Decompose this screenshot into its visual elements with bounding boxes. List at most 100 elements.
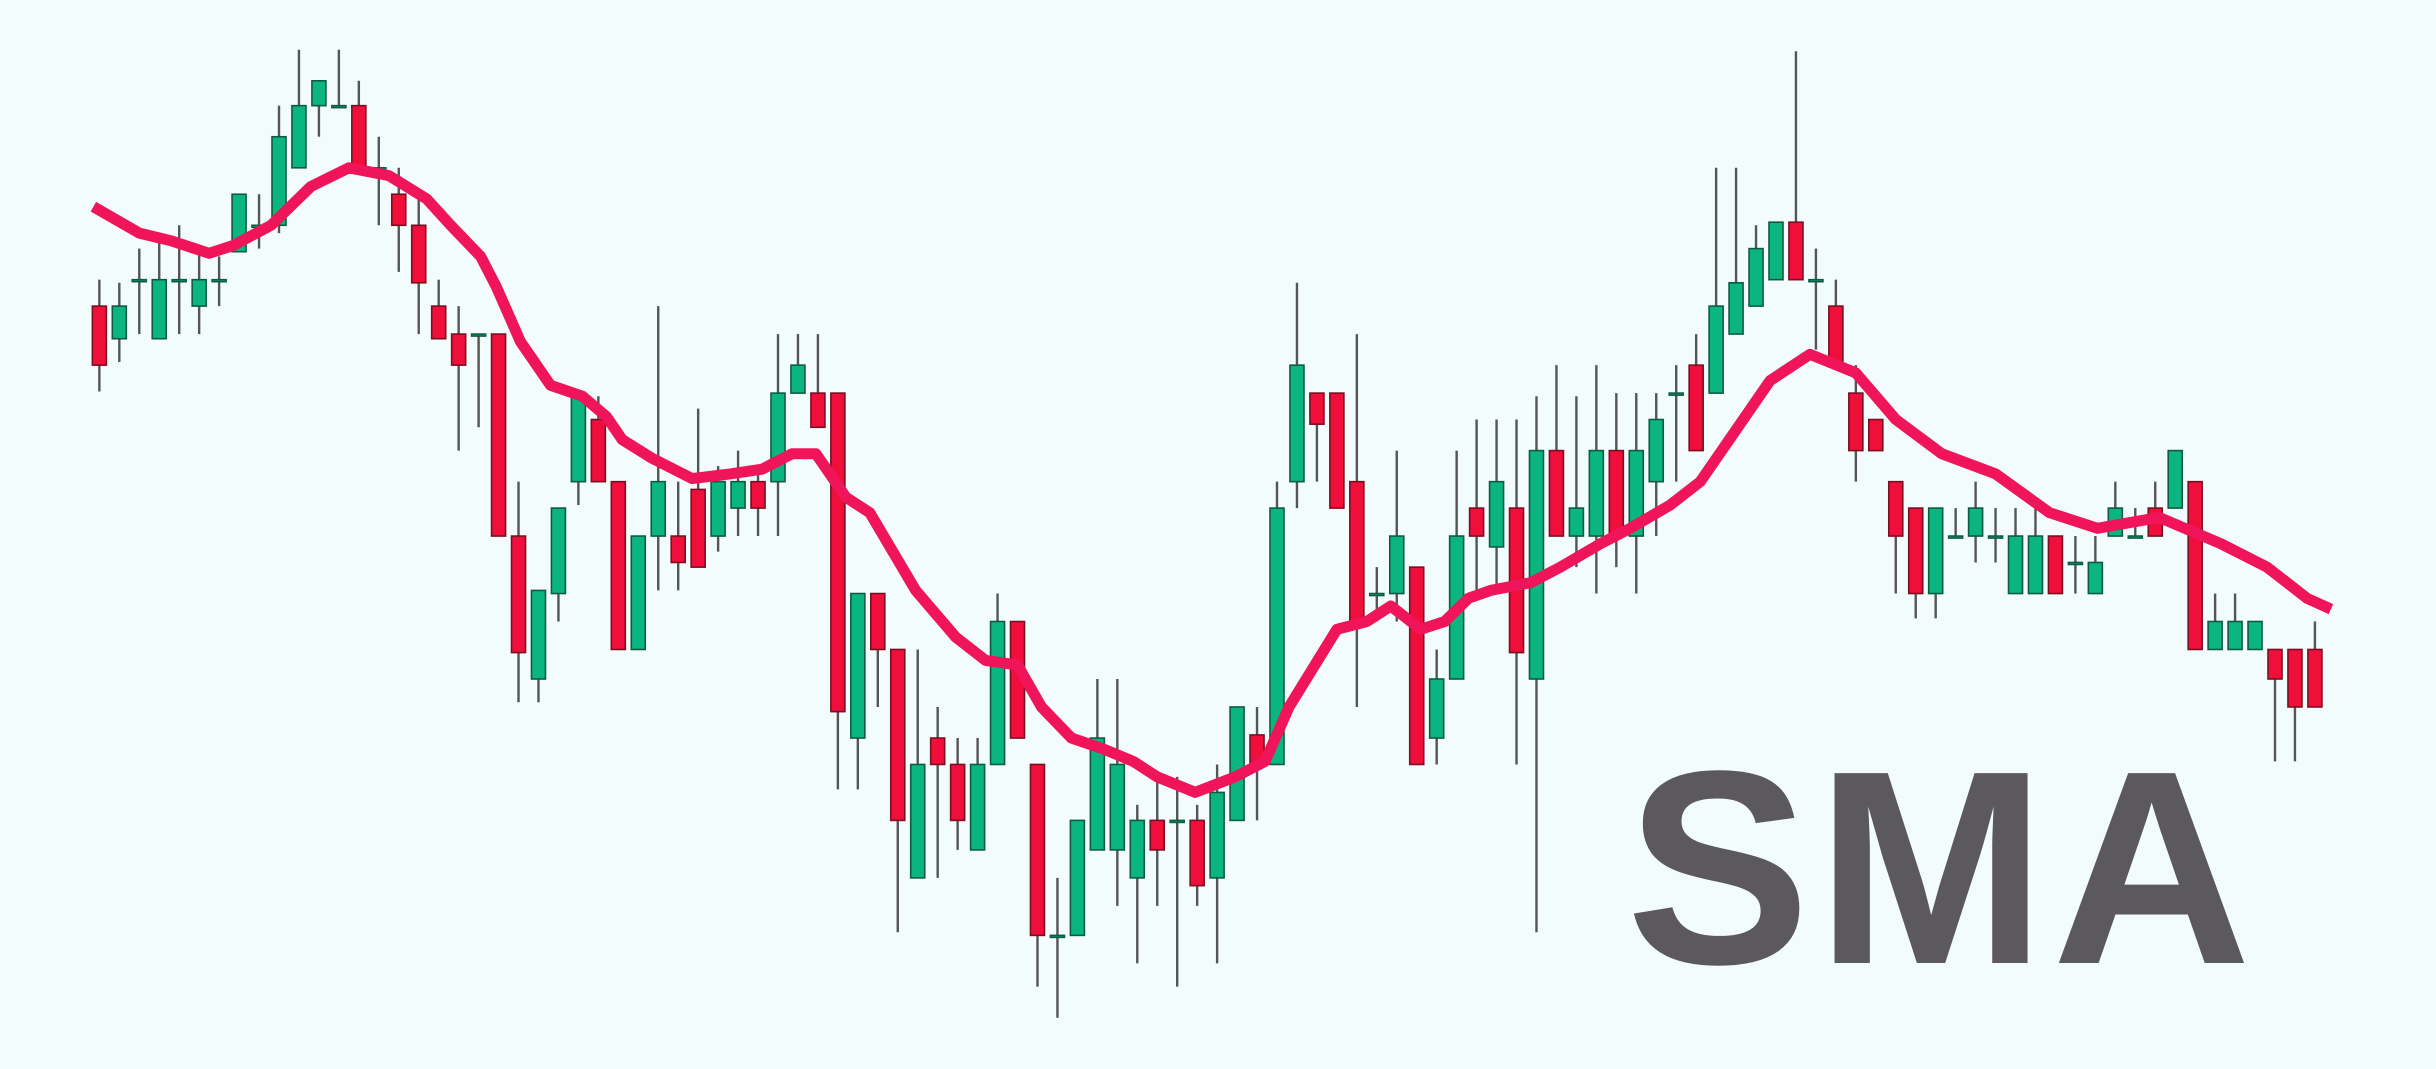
candle-body: [2067, 561, 2084, 566]
candle-body: [1927, 507, 1944, 595]
candle-body: [151, 278, 168, 340]
candle-body: [670, 535, 687, 564]
candle-body: [1808, 278, 1824, 283]
candle-body: [1588, 449, 1605, 537]
candle-body: [1468, 507, 1485, 537]
candle-body: [1089, 737, 1106, 851]
candle-body: [1289, 364, 1305, 483]
candle-body: [1728, 281, 1744, 335]
candle-body: [1568, 507, 1585, 537]
candle-body: [390, 193, 407, 227]
candle-body: [929, 737, 946, 766]
candle-body: [1768, 221, 1784, 281]
candle-body: [1388, 535, 1405, 595]
candle-body: [1428, 678, 1445, 739]
candle-body: [750, 480, 766, 509]
candle-body: [430, 305, 447, 340]
candle-body: [690, 488, 706, 568]
candle-body: [989, 620, 1006, 766]
candle-body: [949, 763, 966, 822]
candle-body: [810, 392, 826, 429]
candle-body: [111, 305, 128, 340]
candle-body: [610, 480, 627, 651]
candle-body: [1848, 392, 1864, 452]
candle-body: [1069, 819, 1086, 937]
candle-body: [1209, 791, 1225, 879]
candle-body: [1029, 763, 1046, 937]
candle-body: [1189, 819, 1205, 887]
candle-body: [1109, 763, 1126, 851]
plot-area: [90, 49, 2334, 1018]
candle-body: [909, 763, 926, 879]
candle-body: [1887, 480, 1904, 537]
candle-body: [1868, 418, 1884, 452]
candle-body: [191, 278, 207, 307]
candle-body: [1967, 507, 1984, 537]
candle-body: [271, 135, 287, 227]
candle-body: [1828, 305, 1844, 366]
candle-body: [710, 480, 726, 537]
candle-body: [1369, 592, 1385, 597]
candle-body: [1329, 392, 1345, 509]
candle-body: [450, 333, 467, 366]
candle-body: [490, 333, 507, 537]
candle-body: [1788, 221, 1804, 281]
candle-body: [630, 535, 647, 651]
candle-body: [830, 392, 846, 713]
candle-body: [2207, 620, 2223, 651]
candle-body: [2307, 648, 2323, 708]
candle-body: [211, 278, 227, 283]
candle-body: [1668, 392, 1684, 396]
candle-body: [1608, 449, 1625, 537]
candle-body: [351, 104, 367, 169]
candle-body: [410, 224, 427, 284]
candle-body: [2007, 535, 2024, 595]
candle-body: [530, 589, 547, 680]
candle-body: [889, 648, 906, 822]
candle-body: [1548, 449, 1565, 537]
candle-body: [1488, 480, 1505, 548]
candle-body: [131, 278, 148, 283]
candle-body: [2187, 480, 2203, 651]
candle-body: [171, 278, 187, 283]
candle-body: [1229, 706, 1245, 822]
candle-body: [1309, 392, 1325, 425]
candle-body: [331, 104, 347, 109]
candle-body: [1528, 449, 1545, 680]
candle-body: [1408, 566, 1425, 766]
candle-body: [1947, 535, 1964, 539]
candle-body: [1748, 247, 1764, 307]
candle-body: [730, 480, 746, 509]
candle-body: [2047, 535, 2064, 595]
candle-body: [1169, 819, 1185, 824]
candle-body: [1149, 819, 1166, 851]
candle-body: [650, 480, 667, 537]
candle-body: [1907, 507, 1924, 595]
candle-body: [590, 418, 607, 483]
candle-body: [1269, 507, 1285, 766]
candle-body: [2087, 561, 2104, 595]
candle-body: [850, 592, 866, 739]
candle-body: [1049, 934, 1066, 939]
candle-body: [2267, 648, 2283, 680]
candle-body: [550, 507, 567, 595]
candle-body: [570, 395, 587, 483]
candle-body: [1987, 535, 2004, 539]
chart-title: SMA: [1626, 714, 2257, 1022]
candle-body: [291, 104, 307, 169]
candle-body: [1688, 364, 1704, 452]
candle-body: [2247, 620, 2263, 651]
candle-body: [790, 364, 806, 394]
candle-body: [91, 305, 108, 366]
candle-body: [510, 535, 527, 654]
candle-body: [2287, 648, 2303, 708]
candle-body: [1708, 305, 1724, 394]
candle-body: [1349, 480, 1365, 623]
candle-body: [2227, 620, 2243, 651]
candle-body: [869, 592, 886, 651]
candle-body: [2027, 535, 2044, 595]
candle-body: [2127, 535, 2144, 539]
candle-body: [1628, 449, 1645, 537]
sma-line: [90, 162, 2334, 798]
